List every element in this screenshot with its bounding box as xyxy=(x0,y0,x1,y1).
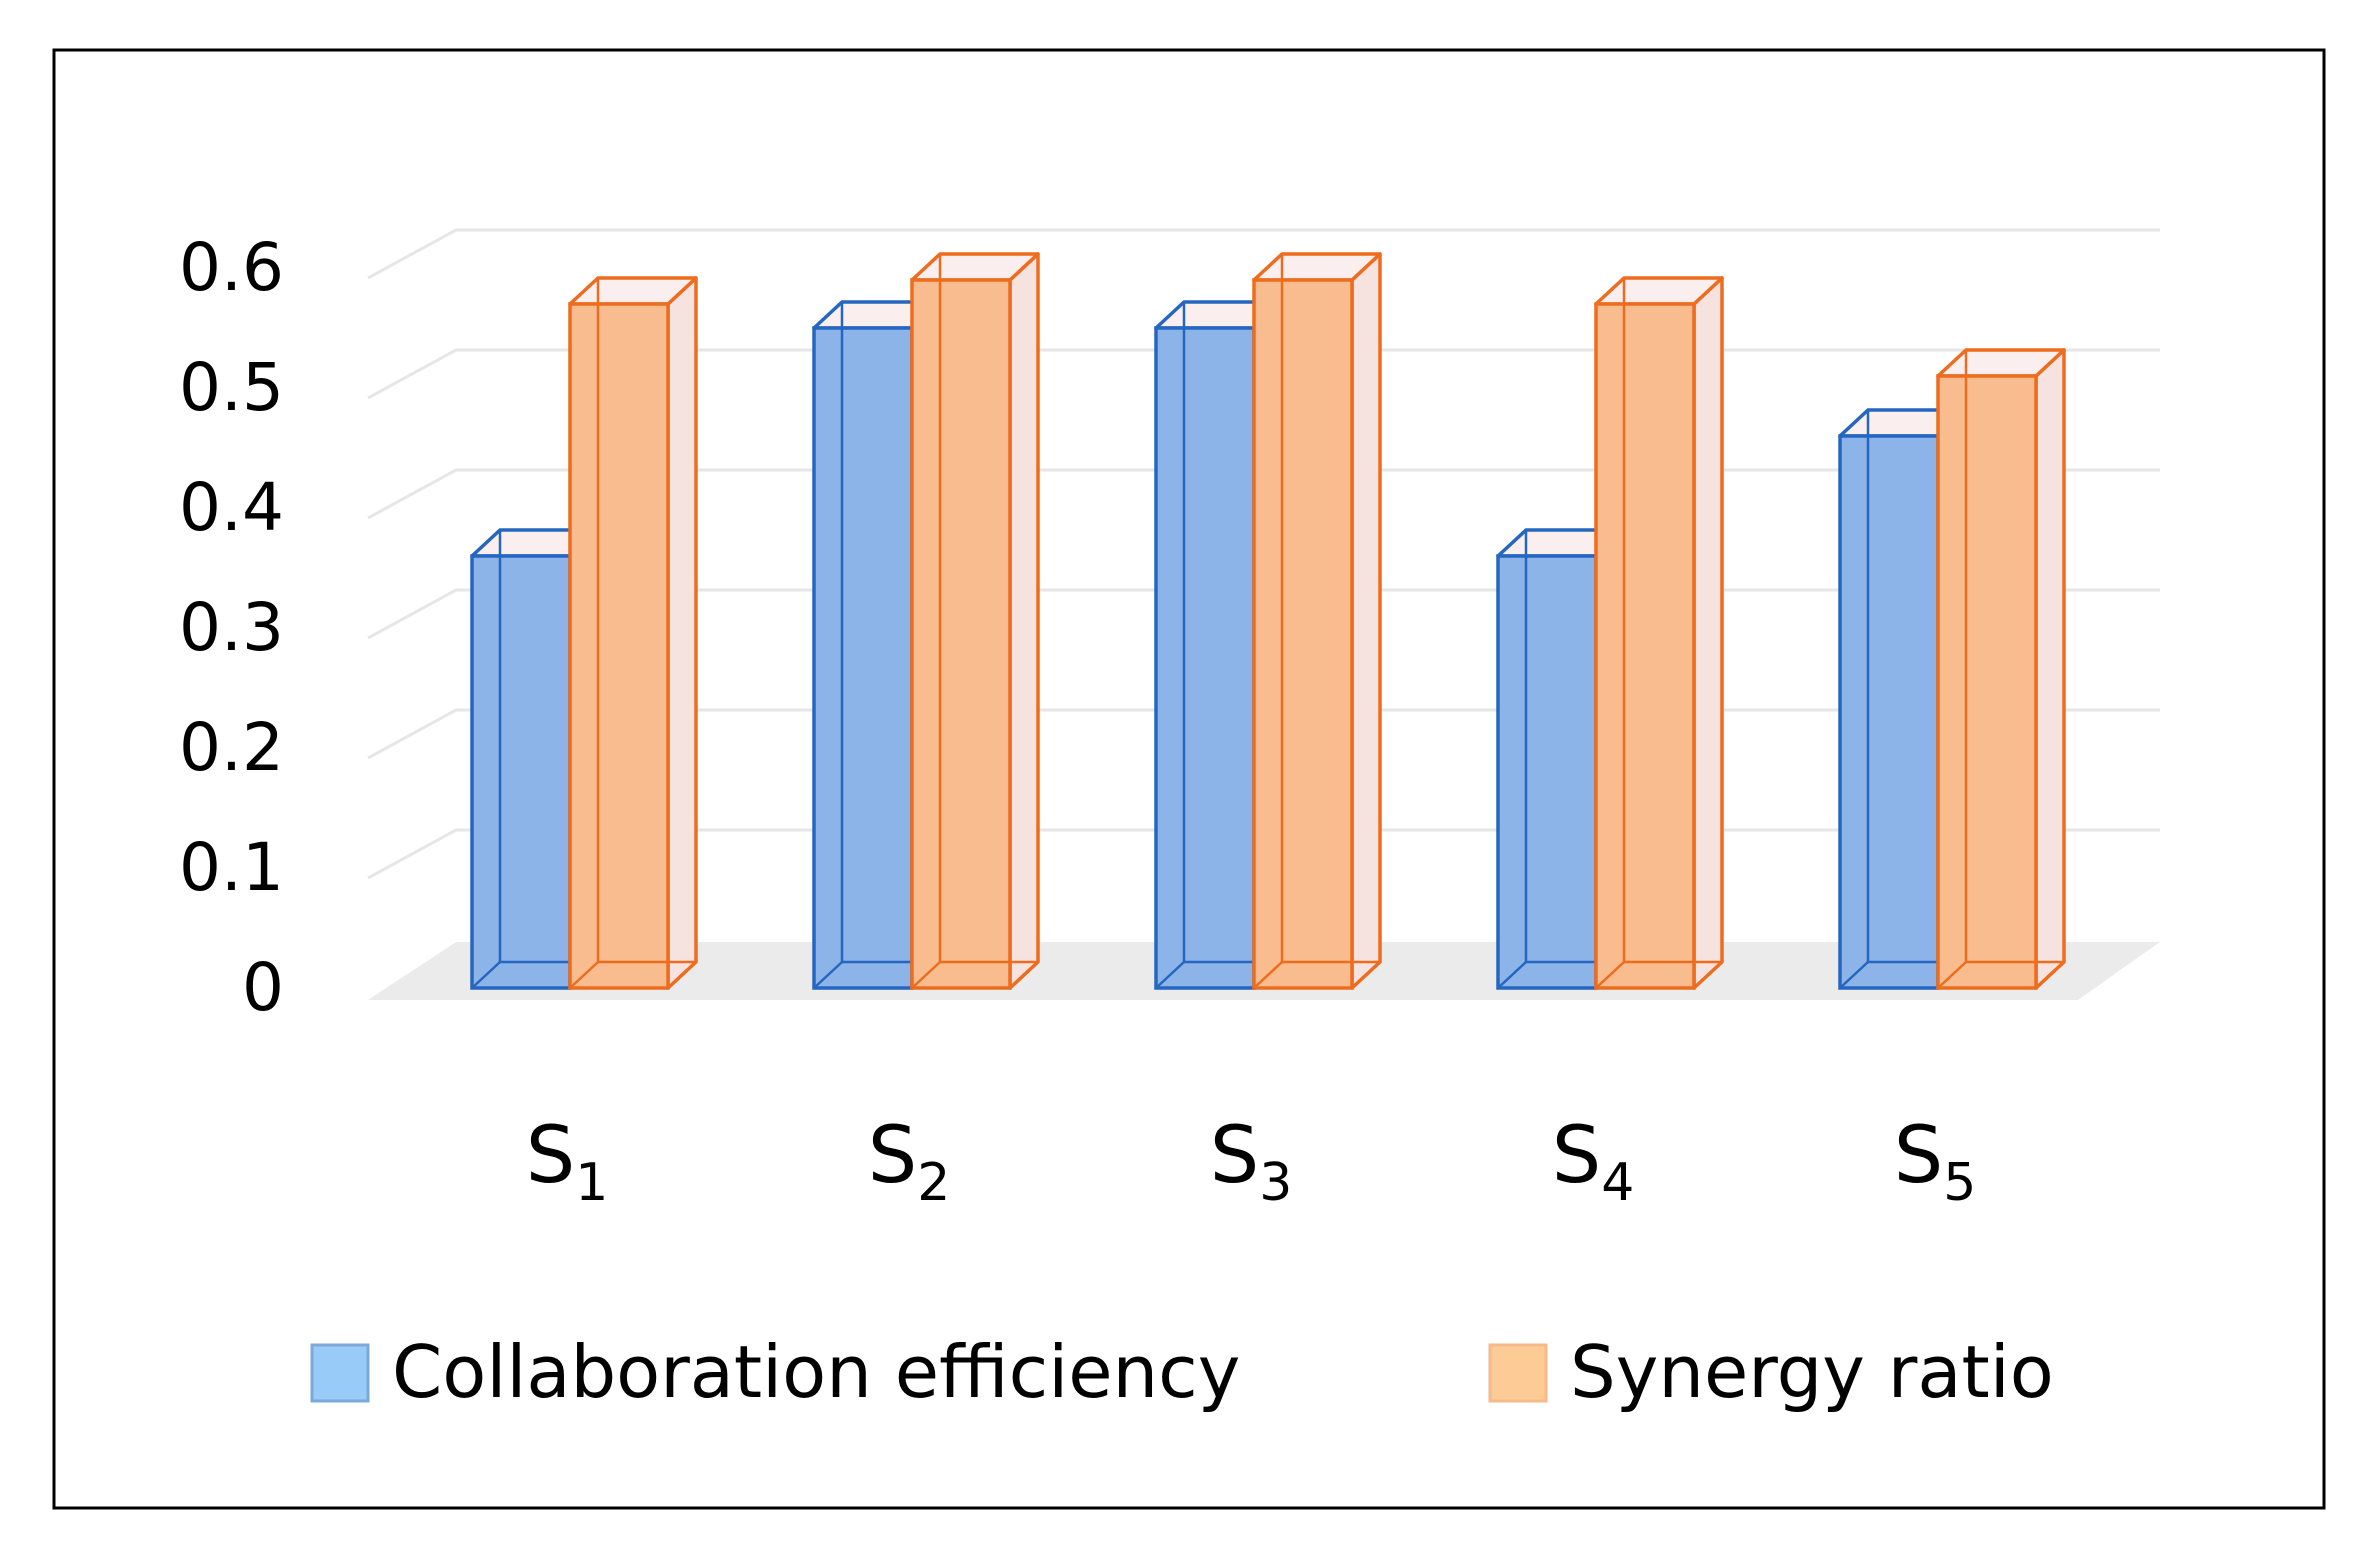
bar-bottom-edge xyxy=(1155,961,1185,989)
x-category-label: S3 xyxy=(1210,1111,1293,1213)
y-tick-label: 0.2 xyxy=(179,709,284,786)
bar-synergy-ratio-s4 xyxy=(1594,276,1724,990)
x-category-label: S5 xyxy=(1894,1111,1977,1213)
legend-label: Synergy ratio xyxy=(1570,1330,2054,1414)
x-category-base: S xyxy=(1894,1111,1944,1201)
bar-bottom-edge xyxy=(813,961,843,989)
x-category-subscript: 4 xyxy=(1601,1153,1634,1213)
legend-swatch xyxy=(310,1343,370,1403)
x-category-base: S xyxy=(526,1111,576,1201)
bar-front-face xyxy=(812,326,914,990)
bar-bottom-edge xyxy=(471,961,501,989)
bar-bottom-edge xyxy=(1595,961,1625,989)
bar-front-face xyxy=(1936,374,2038,990)
x-category-base: S xyxy=(1210,1111,1260,1201)
y-tick-label: 0.6 xyxy=(179,229,284,306)
x-category-subscript: 5 xyxy=(1943,1153,1976,1213)
bar-bottom-edge xyxy=(569,961,599,989)
bar-bottom-edge xyxy=(1253,961,1283,989)
x-category-subscript: 2 xyxy=(917,1153,950,1213)
bar-side-face xyxy=(1350,252,1382,990)
legend-swatch xyxy=(1488,1343,1548,1403)
x-category-label: S4 xyxy=(1552,1111,1635,1213)
bar-synergy-ratio-s1 xyxy=(568,276,698,990)
bar-bottom-edge xyxy=(1497,961,1527,989)
y-tick-label: 0.5 xyxy=(179,349,284,426)
bar-front-face xyxy=(910,278,1012,990)
y-tick-label: 0 xyxy=(242,949,284,1026)
y-tick-label: 0.3 xyxy=(179,589,284,666)
bar-front-face xyxy=(1154,326,1256,990)
gridline xyxy=(367,348,2160,400)
x-axis-labels: S1 S2 S3 S4 S5 xyxy=(526,1111,1977,1213)
y-tick-label: 0.1 xyxy=(179,829,284,906)
x-category-label: S2 xyxy=(868,1111,951,1213)
bar-side-face xyxy=(666,276,698,990)
y-axis-ticks: 0 0.1 0.2 0.3 0.4 0.5 0.6 xyxy=(179,229,284,1026)
x-category-subscript: 1 xyxy=(575,1153,608,1213)
bar-front-face xyxy=(568,302,670,990)
bar-front-face xyxy=(1496,554,1598,990)
bar-side-face xyxy=(1008,252,1040,990)
bar-side-face xyxy=(1692,276,1724,990)
x-category-base: S xyxy=(868,1111,918,1201)
bar-synergy-ratio-s3 xyxy=(1252,252,1382,990)
x-category-label: S1 xyxy=(526,1111,609,1213)
y-tick-label: 0.4 xyxy=(179,469,284,546)
legend: Collaboration efficiency Synergy ratio xyxy=(310,1330,2054,1414)
bars xyxy=(470,252,2066,990)
gridline xyxy=(367,228,2160,280)
bar-front-face xyxy=(1252,278,1354,990)
x-category-base: S xyxy=(1552,1111,1602,1201)
gridline xyxy=(367,468,2160,520)
bar-bottom-edge xyxy=(1937,961,1967,989)
bar-front-face xyxy=(1838,434,1940,990)
x-category-subscript: 3 xyxy=(1259,1153,1292,1213)
bar-front-face xyxy=(1594,302,1696,990)
bar-bottom-edge xyxy=(911,961,941,989)
bar-synergy-ratio-s2 xyxy=(910,252,1040,990)
bar-side-face xyxy=(2034,348,2066,990)
legend-label: Collaboration efficiency xyxy=(392,1330,1240,1414)
bar-front-face xyxy=(470,554,572,990)
bar-synergy-ratio-s5 xyxy=(1936,348,2066,990)
bar-bottom-edge xyxy=(1839,961,1869,989)
